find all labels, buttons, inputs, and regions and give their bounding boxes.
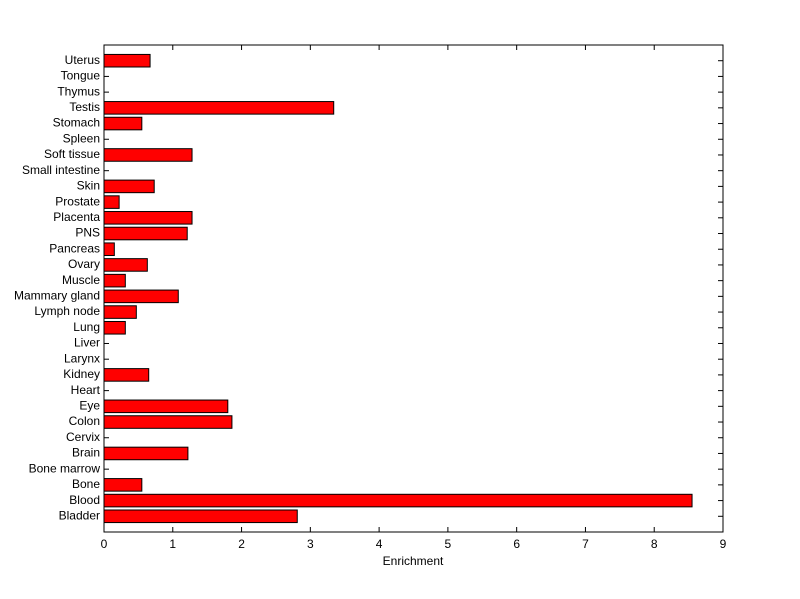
bar — [103, 258, 148, 272]
y-tick-label: Ovary — [68, 257, 100, 271]
y-tick-label: Larynx — [64, 351, 100, 365]
y-tick-label: Colon — [69, 414, 100, 428]
x-tick-label: 2 — [238, 537, 245, 551]
bar — [103, 368, 150, 382]
bar — [103, 509, 298, 524]
bar — [103, 289, 179, 304]
bar — [103, 226, 188, 241]
bar — [103, 493, 693, 508]
y-tick-label: Skin — [77, 179, 100, 193]
y-tick-label: Liver — [74, 336, 100, 350]
y-tick-label: Testis — [69, 100, 100, 114]
x-tick-label: 6 — [513, 537, 520, 551]
bar — [103, 415, 233, 429]
plot-area — [103, 44, 724, 533]
bar — [103, 195, 120, 209]
x-tick-label: 8 — [651, 537, 658, 551]
bar — [103, 399, 229, 414]
y-tick-label: Bone — [72, 477, 100, 491]
bar — [103, 116, 143, 131]
y-tick-label: Tongue — [61, 69, 101, 83]
y-tick-label: Kidney — [63, 367, 100, 381]
bar — [103, 53, 151, 68]
y-tick-label: Pancreas — [49, 241, 100, 255]
bar — [103, 478, 143, 492]
x-tick-label: 5 — [445, 537, 452, 551]
y-tick-label: Muscle — [62, 273, 100, 287]
x-tick-label: 7 — [582, 537, 589, 551]
y-tick-label: Spleen — [63, 131, 100, 145]
bar — [103, 211, 193, 225]
y-tick-label: Cervix — [66, 430, 100, 444]
y-tick-label: Lung — [73, 320, 100, 334]
x-axis-label: Enrichment — [383, 554, 444, 568]
bar — [103, 446, 189, 461]
y-tick-label: Thymus — [57, 84, 100, 98]
y-tick-label: Lymph node — [34, 304, 100, 318]
x-tick-label: 1 — [169, 537, 176, 551]
bar — [103, 101, 335, 115]
y-tick-label: Placenta — [53, 210, 100, 224]
bar — [103, 305, 137, 319]
y-tick-label: Brain — [72, 446, 100, 460]
y-tick-label: Mammary gland — [14, 289, 100, 303]
bar — [103, 242, 115, 257]
y-tick-label: Blood — [69, 493, 100, 507]
y-tick-label: Stomach — [53, 116, 100, 130]
x-tick-label: 3 — [307, 537, 314, 551]
bar — [103, 179, 155, 194]
x-tick-label: 4 — [376, 537, 383, 551]
x-tick-label: 0 — [101, 537, 108, 551]
y-tick-label: PNS — [75, 226, 100, 240]
y-tick-label: Soft tissue — [44, 147, 100, 161]
y-tick-label: Eye — [79, 398, 100, 412]
x-tick-label: 9 — [720, 537, 727, 551]
y-tick-label: Uterus — [65, 53, 100, 67]
y-tick-label: Bone marrow — [29, 461, 101, 475]
y-tick-label: Small intestine — [22, 163, 100, 177]
bar — [103, 320, 126, 335]
y-tick-label: Heart — [71, 383, 101, 397]
y-tick-label: Bladder — [59, 508, 100, 522]
bar — [103, 273, 126, 288]
y-tick-label: Prostate — [55, 194, 100, 208]
bar — [103, 148, 193, 162]
